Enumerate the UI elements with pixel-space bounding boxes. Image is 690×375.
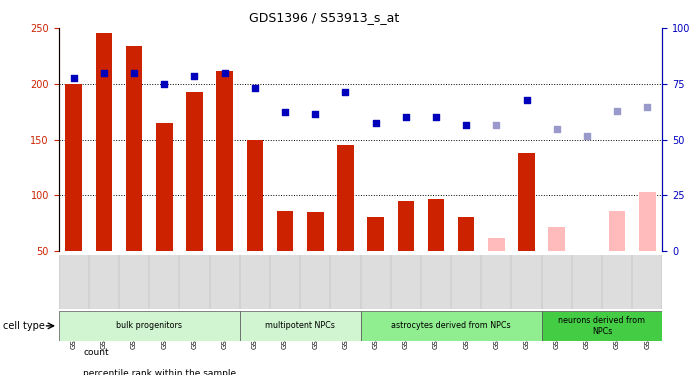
Bar xyxy=(126,46,142,251)
Text: neurons derived from
NPCs: neurons derived from NPCs xyxy=(558,316,646,336)
Point xyxy=(340,89,351,95)
Bar xyxy=(360,310,542,341)
Point xyxy=(461,122,472,128)
Bar xyxy=(246,140,263,251)
Bar xyxy=(96,33,112,251)
Bar xyxy=(217,70,233,251)
Point xyxy=(249,86,260,92)
Point xyxy=(642,104,653,110)
Text: astrocytes derived from NPCs: astrocytes derived from NPCs xyxy=(391,321,511,330)
Bar xyxy=(428,199,444,251)
Bar xyxy=(277,211,293,251)
Text: bulk progenitors: bulk progenitors xyxy=(116,321,182,330)
Point xyxy=(491,122,502,128)
Text: cell type: cell type xyxy=(3,321,46,331)
Bar xyxy=(458,217,475,251)
Bar xyxy=(367,217,384,251)
Bar xyxy=(639,192,656,251)
Point xyxy=(159,81,170,87)
Point xyxy=(551,126,562,132)
Point xyxy=(99,70,110,76)
Point xyxy=(611,108,622,114)
Bar xyxy=(549,227,565,251)
Bar xyxy=(579,251,595,296)
Point xyxy=(370,120,381,126)
Bar xyxy=(488,238,504,251)
Bar xyxy=(156,123,172,251)
Bar xyxy=(609,211,625,251)
Bar xyxy=(240,310,360,341)
Text: count: count xyxy=(83,348,109,357)
Text: multipotent NPCs: multipotent NPCs xyxy=(265,321,335,330)
Bar xyxy=(337,145,354,251)
Point xyxy=(189,73,200,79)
Bar xyxy=(186,92,203,251)
Point xyxy=(431,114,442,120)
Bar xyxy=(397,201,414,251)
Point xyxy=(219,70,230,76)
Point xyxy=(310,111,321,117)
Point xyxy=(279,109,290,115)
Point xyxy=(68,75,79,81)
Point xyxy=(400,114,411,120)
Bar xyxy=(542,310,662,341)
Point xyxy=(521,96,532,102)
Point xyxy=(582,134,593,140)
Bar xyxy=(66,84,82,251)
Point xyxy=(128,70,139,76)
Text: GDS1396 / S53913_s_at: GDS1396 / S53913_s_at xyxy=(249,11,400,24)
Bar xyxy=(307,212,324,251)
Text: percentile rank within the sample: percentile rank within the sample xyxy=(83,369,237,375)
Bar xyxy=(59,310,240,341)
Bar xyxy=(518,153,535,251)
